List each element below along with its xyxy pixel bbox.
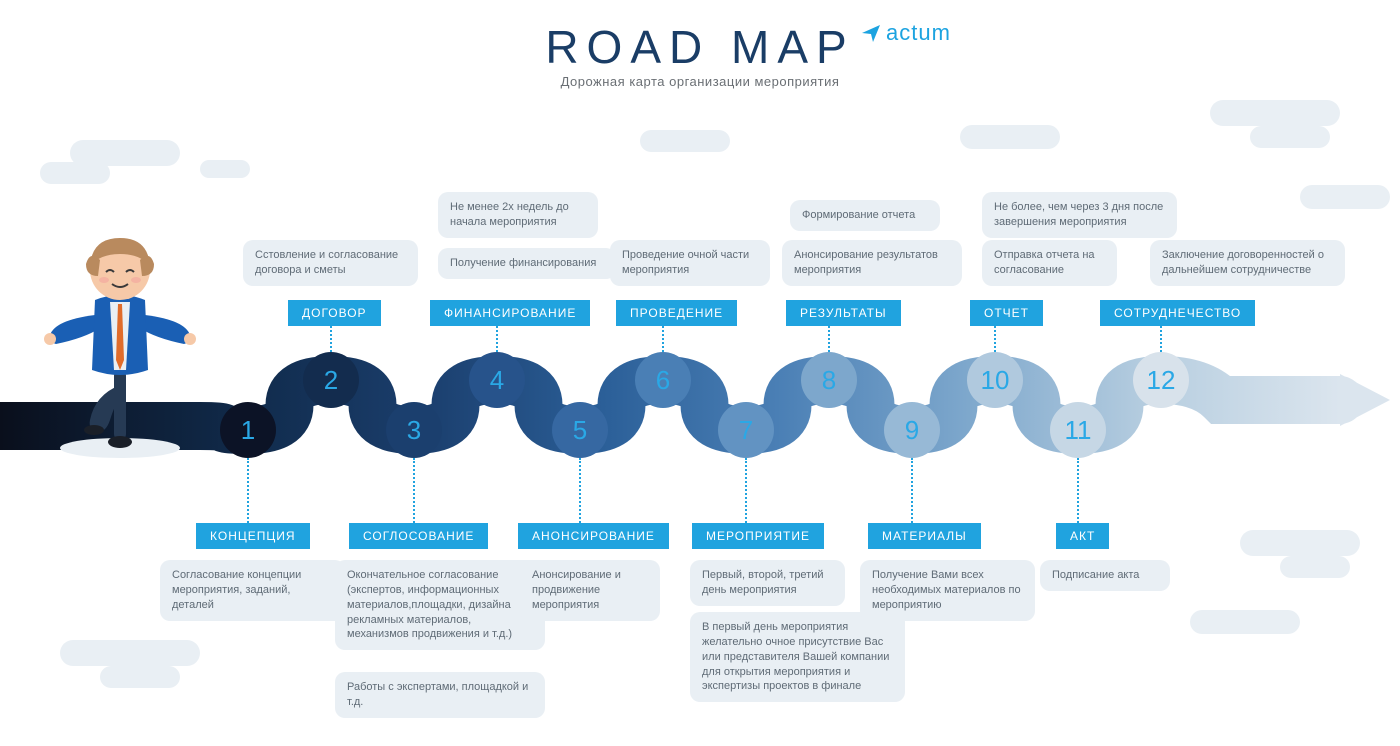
road-node-number: 9 xyxy=(905,415,919,446)
road-node-12: 12 xyxy=(1133,352,1189,408)
road-node-number: 7 xyxy=(739,415,753,446)
road-node-1: 1 xyxy=(220,402,276,458)
info-bubble-b4a: Не менее 2х недель до начала мероприятия xyxy=(438,192,598,238)
road-node-3: 3 xyxy=(386,402,442,458)
info-bubble-b7b: В первый день мероприятия желательно очн… xyxy=(690,612,905,702)
info-bubble-b3b: Работы с экспертами, площадкой и т.д. xyxy=(335,672,545,718)
stage-tag-8: РЕЗУЛЬТАТЫ xyxy=(786,300,901,326)
info-bubble-b10b: Отправка отчета на согласование xyxy=(982,240,1117,286)
road-node-number: 10 xyxy=(981,365,1010,396)
stage-tag-3: СОГЛОСОВАНИЕ xyxy=(349,523,488,549)
connector-line xyxy=(579,458,581,523)
road-node-9: 9 xyxy=(884,402,940,458)
connector-line xyxy=(662,326,664,352)
info-bubble-b9: Получение Вами всех необходимых материал… xyxy=(860,560,1035,621)
road-node-number: 12 xyxy=(1147,365,1176,396)
road-node-number: 4 xyxy=(490,365,504,396)
road-node-7: 7 xyxy=(718,402,774,458)
person-icon xyxy=(40,220,200,460)
info-bubble-b10a: Не более, чем через 3 дня после завершен… xyxy=(982,192,1177,238)
stage-tag-1: КОНЦЕПЦИЯ xyxy=(196,523,310,549)
info-bubble-b7a: Первый, второй, третий день мероприятия xyxy=(690,560,845,606)
info-bubble-b8b: Анонсирование результатов мероприятия xyxy=(782,240,962,286)
road-node-5: 5 xyxy=(552,402,608,458)
road-node-number: 1 xyxy=(241,415,255,446)
stage-tag-2: ДОГОВОР xyxy=(288,300,381,326)
info-bubble-b6: Проведение очной части мероприятия xyxy=(610,240,770,286)
road-node-2: 2 xyxy=(303,352,359,408)
info-bubble-b2: Сстовление и согласование договора и сме… xyxy=(243,240,418,286)
road-node-number: 3 xyxy=(407,415,421,446)
road-node-6: 6 xyxy=(635,352,691,408)
road-node-number: 2 xyxy=(324,365,338,396)
road-node-10: 10 xyxy=(967,352,1023,408)
connector-line xyxy=(828,326,830,352)
road-node-number: 6 xyxy=(656,365,670,396)
connector-line xyxy=(1160,326,1162,352)
road-node-number: 8 xyxy=(822,365,836,396)
stage-tag-11: АКТ xyxy=(1056,523,1109,549)
stage-tag-6: ПРОВЕДЕНИЕ xyxy=(616,300,737,326)
road-node-11: 11 xyxy=(1050,402,1106,458)
connector-line xyxy=(247,458,249,523)
road-node-8: 8 xyxy=(801,352,857,408)
connector-line xyxy=(745,458,747,523)
info-bubble-b4b: Получение финансирования xyxy=(438,248,616,279)
info-bubble-b11: Подписание акта xyxy=(1040,560,1170,591)
info-bubble-b8a: Формирование отчета xyxy=(790,200,940,231)
road-node-4: 4 xyxy=(469,352,525,408)
stage-tag-5: АНОНСИРОВАНИЕ xyxy=(518,523,669,549)
connector-line xyxy=(1077,458,1079,523)
road-node-number: 11 xyxy=(1065,415,1092,446)
info-bubble-b3a: Окончательное согласование (экспертов, и… xyxy=(335,560,545,650)
stage-tag-10: ОТЧЕТ xyxy=(970,300,1043,326)
info-bubble-b5: Анонсирование и продвижение мероприятия xyxy=(520,560,660,621)
connector-line xyxy=(330,326,332,352)
info-bubble-b12: Заключение договоренностей о дальнейшем … xyxy=(1150,240,1345,286)
connector-line xyxy=(413,458,415,523)
connector-line xyxy=(496,326,498,352)
road-node-number: 5 xyxy=(573,415,587,446)
stage-tag-12: СОТРУДНЕЧЕСТВО xyxy=(1100,300,1255,326)
stage-tag-7: МЕРОПРИЯТИЕ xyxy=(692,523,824,549)
connector-line xyxy=(911,458,913,523)
stage-tag-9: МАТЕРИАЛЫ xyxy=(868,523,981,549)
stage-tag-4: ФИНАНСИРОВАНИЕ xyxy=(430,300,590,326)
roadmap-canvas: { "header": { "title": "ROAD MAP", "subt… xyxy=(0,0,1400,746)
connector-line xyxy=(994,326,996,352)
info-bubble-b1: Согласование концепции мероприятия, зада… xyxy=(160,560,345,621)
